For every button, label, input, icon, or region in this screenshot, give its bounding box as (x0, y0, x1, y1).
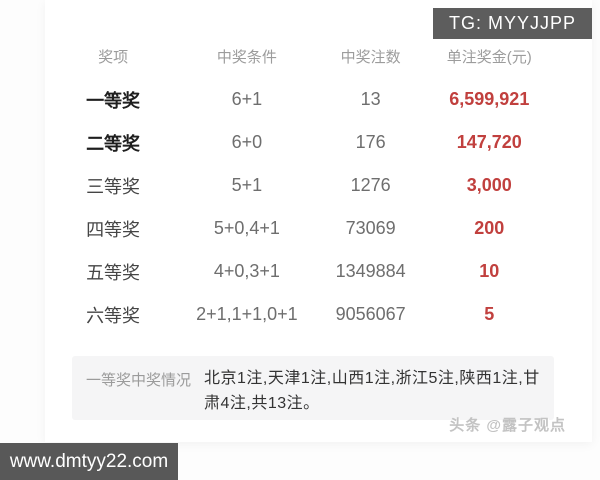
condition-cell: 2+1,1+1,0+1 (196, 304, 298, 324)
condition-cell: 4+0,3+1 (213, 261, 280, 281)
table-row: 六等奖 2+1,1+1,0+1 9056067 5 (55, 293, 560, 336)
table-row: 一等奖 6+1 13 6,599,921 (55, 78, 560, 121)
condition-cell: 5+1 (231, 175, 263, 195)
count-cell: 176 (355, 132, 386, 152)
count-cell: 1349884 (335, 261, 406, 281)
prize-cell: 147,720 (456, 132, 522, 152)
tg-badge: TG: MYYJJPP (432, 8, 592, 39)
table-row: 三等奖 5+1 1276 3,000 (55, 164, 560, 207)
prize-table: 奖项 中奖条件 中奖注数 单注奖金(元) 一等奖 6+1 13 6,599,92… (55, 35, 560, 336)
count-cell: 73069 (345, 218, 396, 238)
summary-label: 一等奖中奖情况 (86, 372, 192, 389)
tg-badge-text: TG: MYYJJPP (448, 13, 576, 33)
count-cell: 9056067 (335, 304, 406, 324)
tier-name-cell: 一等奖 (86, 90, 141, 111)
count-cell: 1276 (350, 175, 391, 195)
site-watermark-url: www.dmtyy22.com (9, 450, 169, 472)
table-row: 二等奖 6+0 176 147,720 (55, 121, 560, 164)
condition-cell: 6+1 (231, 89, 263, 109)
header-win-condition: 中奖条件 (216, 49, 277, 66)
header-winning-bets: 中奖注数 (340, 49, 401, 66)
tier-name-cell: 二等奖 (86, 133, 141, 154)
prize-cell: 200 (474, 218, 505, 238)
tier-name-cell: 六等奖 (86, 305, 141, 326)
prize-cell: 3,000 (466, 175, 512, 195)
tier-name-cell: 五等奖 (86, 262, 141, 283)
first-prize-summary-panel: 一等奖中奖情况 北京1注,天津1注,山西1注,浙江5注,陕西1注,甘肃4注,共1… (72, 356, 554, 420)
prize-cell: 10 (479, 261, 500, 281)
summary-text: 北京1注,天津1注,山西1注,浙江5注,陕西1注,甘肃4注,共13注。 (204, 370, 540, 412)
header-prize-amount: 单注奖金(元) (446, 49, 532, 66)
prize-cell: 5 (484, 304, 495, 324)
condition-cell: 6+0 (231, 132, 263, 152)
prize-cell: 6,599,921 (449, 89, 530, 109)
table-header-row: 奖项 中奖条件 中奖注数 单注奖金(元) (55, 35, 560, 78)
condition-cell: 5+0,4+1 (213, 218, 280, 238)
site-watermark-ribbon: www.dmtyy22.com (0, 443, 178, 480)
header-prize-tier: 奖项 (98, 49, 129, 66)
table-row: 五等奖 4+0,3+1 1349884 10 (55, 250, 560, 293)
toutiao-credit-watermark: 头条 @露子观点 (449, 417, 566, 434)
tier-name-cell: 四等奖 (86, 219, 141, 240)
tier-name-cell: 三等奖 (86, 176, 141, 197)
table-row: 四等奖 5+0,4+1 73069 200 (55, 207, 560, 250)
count-cell: 13 (360, 89, 381, 109)
